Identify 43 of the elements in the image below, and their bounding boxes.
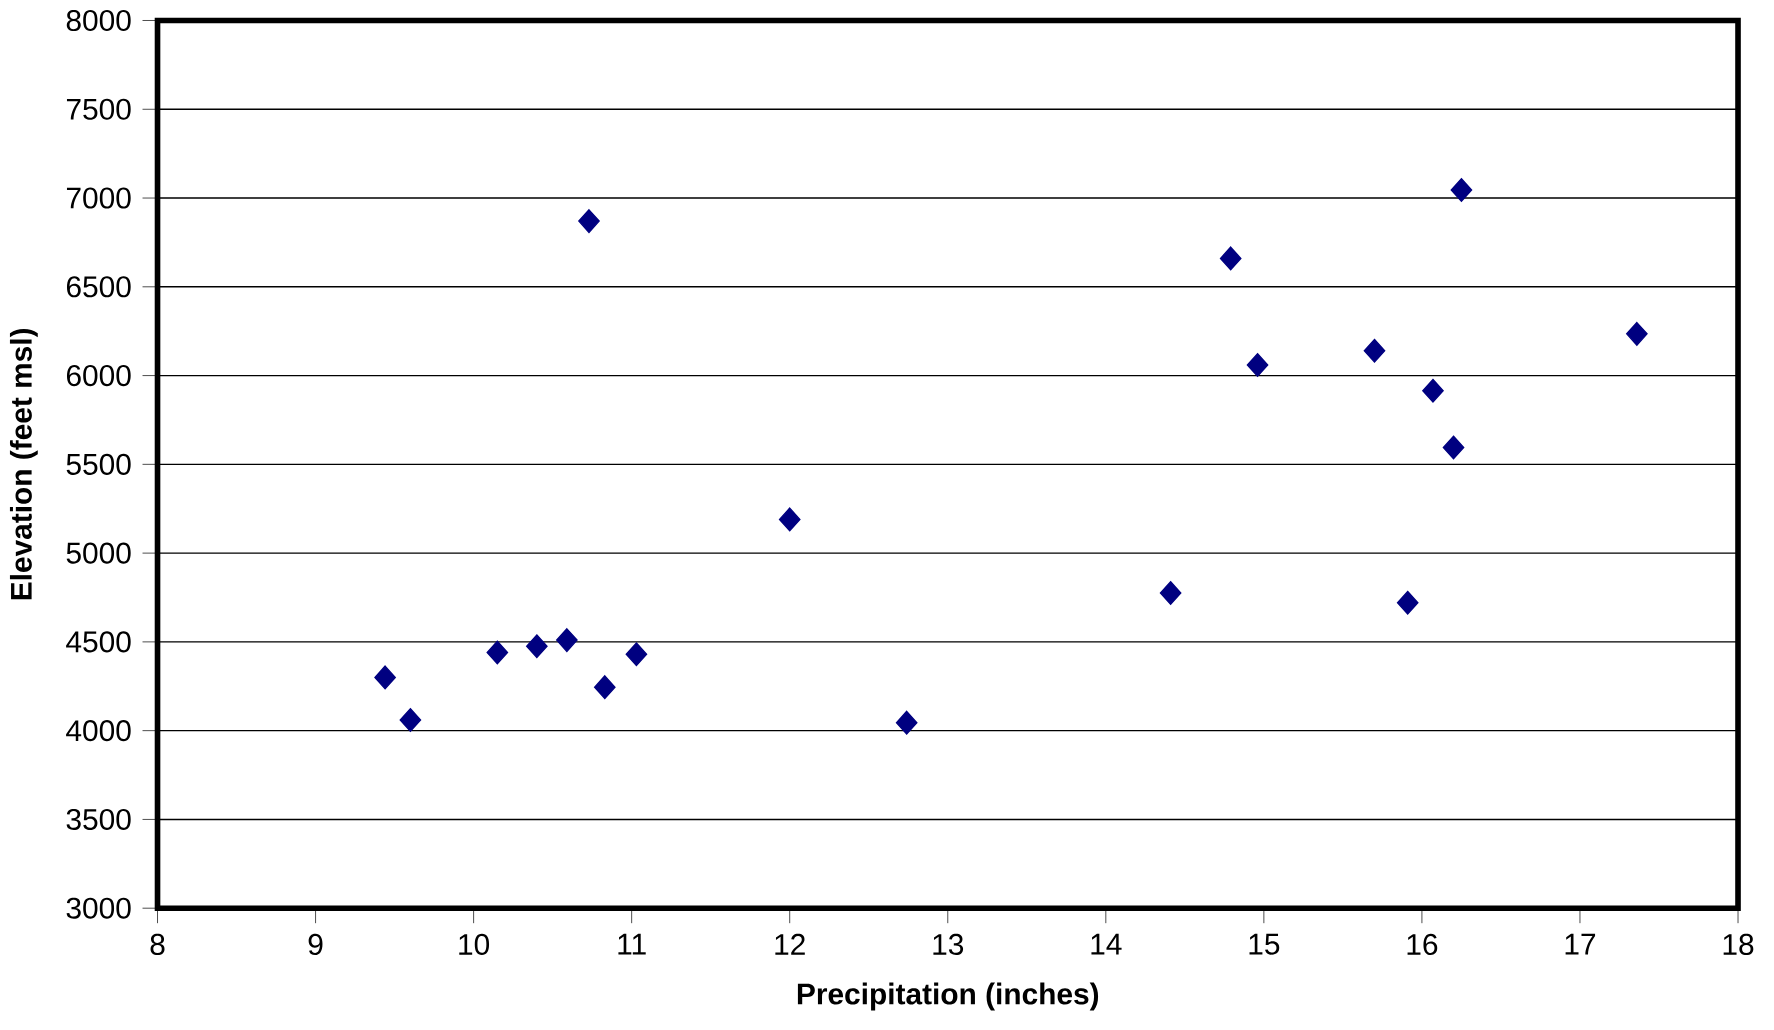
y-tick-label: 5500: [66, 453, 131, 475]
x-tick-label: 9: [308, 933, 323, 955]
point: [399, 707, 422, 732]
point: [593, 675, 616, 700]
x-tick-label: 8: [150, 933, 165, 955]
x-tick-label: 14: [1091, 933, 1122, 955]
x-tick-label: 13: [933, 933, 964, 955]
point: [578, 209, 600, 233]
y-tick-label: 5000: [66, 542, 131, 564]
y-tick-label: 7500: [66, 98, 131, 120]
point: [1246, 352, 1269, 377]
x-tick-label: 17: [1565, 933, 1596, 955]
y-tick-label: 6500: [66, 276, 131, 298]
point: [1450, 178, 1473, 202]
point: [1219, 246, 1242, 271]
x-axis-title: Precipitation (inches): [797, 982, 1099, 1011]
point: [1422, 378, 1444, 403]
x-tick-label: 12: [775, 933, 805, 955]
point: [1363, 338, 1386, 363]
point: [778, 507, 801, 532]
point: [895, 710, 918, 735]
point: [486, 640, 509, 665]
y-axis-title: Elevation (feet msl): [9, 328, 38, 600]
y-tick-label: 8000: [66, 9, 131, 31]
point: [526, 634, 548, 659]
x-tick-label: 11: [618, 933, 646, 955]
x-tick-label: 10: [459, 933, 490, 955]
x-tick-label: 15: [1249, 933, 1280, 955]
point: [625, 642, 648, 667]
x-tick-label: 18: [1723, 933, 1754, 955]
y-tick-label: 3000: [66, 897, 131, 919]
point: [1396, 590, 1419, 615]
point: [374, 665, 396, 690]
point: [1442, 435, 1465, 460]
point: [556, 628, 578, 652]
y-tick-label: 4500: [66, 631, 131, 653]
y-tick-label: 7000: [66, 187, 131, 209]
y-tick-label: 4000: [66, 720, 131, 742]
point: [1626, 321, 1648, 346]
x-tick-label: 16: [1407, 933, 1438, 955]
point: [1159, 581, 1182, 605]
y-tick-label: 3500: [66, 808, 131, 830]
y-tick-label: 6000: [66, 364, 131, 387]
